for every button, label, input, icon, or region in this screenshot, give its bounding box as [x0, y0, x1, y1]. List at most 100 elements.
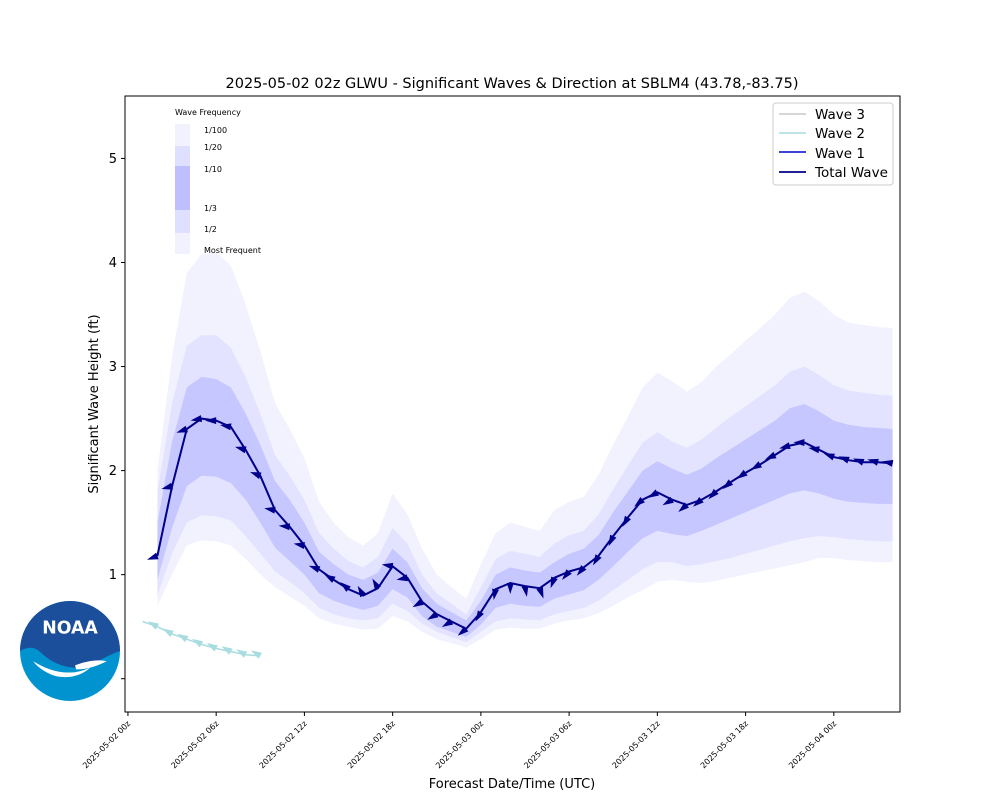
freq-label-most-frequent: Most Frequent — [204, 246, 261, 255]
freq-label-1-2: 1/2 — [204, 225, 217, 234]
wave-2-direction-arrow — [191, 638, 204, 648]
y-axis-label: Significant Wave Height (ft) — [87, 314, 102, 493]
wave-2-line — [142, 620, 261, 657]
total-wave-direction-arrow — [396, 574, 408, 582]
total-wave-direction-arrow — [220, 423, 232, 431]
chart-title: 2025-05-02 02z GLWU - Significant Waves … — [226, 76, 799, 92]
total-wave-direction-arrow — [634, 497, 645, 507]
wave-2-direction-arrow — [221, 646, 233, 655]
total-wave-direction-arrow — [190, 415, 203, 422]
total-wave-direction-arrow — [678, 502, 689, 512]
total-wave-direction-arrow — [205, 417, 217, 425]
total-wave-direction-arrow — [750, 461, 762, 470]
total-wave-direction-arrow — [381, 562, 394, 570]
logo-text: NOAA — [42, 619, 98, 639]
legend: Wave 3 Wave 2 Wave 1 Total Wave — [772, 102, 894, 186]
total-wave-direction-arrow — [823, 453, 835, 461]
total-wave-direction-arrow — [506, 583, 514, 594]
freq-swatch-1-100 — [175, 124, 190, 254]
freq-label-1-100: 1/100 — [204, 126, 227, 135]
total-wave-direction-arrow — [662, 496, 674, 506]
total-wave-direction-arrow — [867, 458, 879, 466]
total-wave-direction-arrow — [308, 565, 321, 573]
legend-label-total-wave: Total Wave — [814, 165, 888, 181]
total-wave-direction-arrow — [647, 489, 660, 498]
total-wave-direction-arrow — [593, 554, 602, 566]
legend-label-wave-1: Wave 1 — [815, 146, 865, 162]
plot-frame — [124, 95, 901, 713]
total-wave-direction-arrow — [562, 569, 572, 580]
total-wave-direction-arrow — [264, 506, 276, 514]
direction-arrows — [147, 415, 894, 659]
y-axis: 1 2 3 4 5 — [109, 152, 125, 680]
total-wave-direction-arrow — [457, 626, 469, 636]
band-1-100 — [157, 252, 893, 648]
y-tick-label: 5 — [109, 152, 117, 167]
total-wave-direction-arrow — [521, 585, 529, 597]
wave-2-direction-arrow — [206, 643, 218, 652]
total-wave-direction-arrow — [475, 610, 484, 622]
total-wave-direction-arrow — [722, 479, 734, 490]
freq-label-1-20: 1/20 — [204, 143, 222, 152]
total-wave-direction-arrow — [852, 458, 865, 466]
total-wave-direction-arrow — [293, 542, 305, 549]
total-wave-direction-arrow — [412, 598, 424, 608]
total-wave-direction-arrow — [779, 442, 791, 449]
frequency-legend-title: Wave Frequency — [175, 108, 241, 117]
freq-label-1-3: 1/3 — [204, 204, 217, 213]
total-wave-direction-arrow — [693, 497, 704, 507]
frequency-legend: Wave Frequency 1/100 1/20 1/10 1/3 1/2 M… — [175, 108, 261, 255]
total-wave-direction-arrow — [536, 587, 544, 599]
x-tick-label: 2025-05-02 00z — [81, 719, 132, 770]
y-tick-label: 2 — [109, 464, 117, 479]
total-wave-direction-arrow — [176, 425, 188, 433]
wave-2-direction-arrow — [250, 650, 262, 659]
freq-swatch-1-10 — [175, 166, 190, 210]
x-tick-label: 2025-05-02 18z — [346, 719, 397, 770]
legend-label-wave-3: Wave 3 — [815, 107, 865, 123]
total-wave-direction-arrow — [622, 515, 631, 527]
total-wave-direction-arrow — [708, 488, 719, 500]
total-wave-direction-arrow — [765, 451, 777, 460]
total-wave-direction-arrow — [881, 459, 894, 467]
total-wave-direction-arrow — [147, 552, 159, 560]
total-wave-direction-arrow — [357, 585, 367, 598]
total-wave-direction-arrow — [235, 446, 247, 454]
x-tick-label: 2025-05-03 06z — [522, 719, 573, 770]
total-wave-direction-arrow — [441, 618, 454, 627]
x-tick-label: 2025-05-02 12z — [258, 719, 309, 770]
total-wave-direction-arrow — [808, 446, 820, 454]
frequency-bands — [157, 252, 893, 648]
wave-2-direction-arrow — [236, 649, 248, 658]
total-wave-direction-arrow — [372, 578, 381, 590]
total-wave-direction-arrow — [324, 574, 336, 583]
total-wave-direction-arrow — [161, 482, 173, 490]
x-tick-label: 2025-05-03 18z — [699, 719, 750, 770]
x-tick-label: 2025-05-02 06z — [169, 719, 220, 770]
y-tick-label: 4 — [109, 256, 117, 271]
wave-2-direction-arrow — [147, 621, 160, 630]
noaa-logo-icon: NOAA — [20, 601, 120, 701]
wave-2-direction-arrow — [162, 628, 174, 637]
total-wave-direction-arrow — [250, 472, 262, 480]
total-wave-direction-arrow — [608, 534, 617, 547]
total-wave-direction-arrow — [550, 576, 558, 589]
total-wave-direction-arrow — [492, 588, 499, 600]
freq-label-1-10: 1/10 — [204, 165, 222, 174]
total-wave-direction-arrow — [838, 456, 850, 464]
legend-box — [772, 102, 894, 186]
total-wave-direction-arrow — [278, 523, 290, 531]
x-tick-label: 2025-05-04 00z — [787, 719, 838, 770]
wave-2-direction-arrow — [177, 633, 189, 643]
band-1-20 — [157, 335, 893, 643]
total-wave-direction-arrow — [427, 611, 439, 620]
legend-label-wave-2: Wave 2 — [815, 126, 865, 142]
y-tick-label: 1 — [109, 568, 117, 583]
band-1-10 — [157, 376, 893, 638]
freq-swatch-1-20 — [175, 146, 190, 233]
x-tick-label: 2025-05-03 00z — [434, 719, 485, 770]
total-wave-direction-arrow — [576, 565, 587, 576]
total-wave-direction-arrow — [736, 469, 748, 479]
x-tick-label: 2025-05-03 12z — [611, 719, 662, 770]
